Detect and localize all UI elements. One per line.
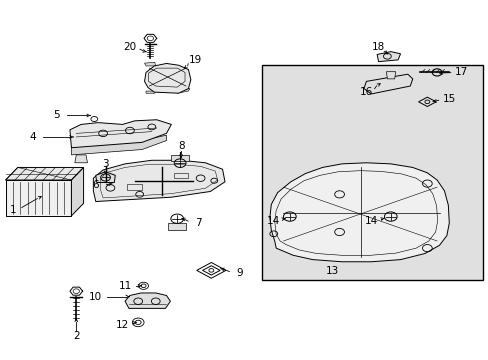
Text: 16: 16 <box>359 87 372 97</box>
Text: 20: 20 <box>123 42 136 52</box>
Text: 8: 8 <box>178 141 184 151</box>
Polygon shape <box>75 155 87 163</box>
Polygon shape <box>5 180 71 216</box>
Polygon shape <box>269 163 448 262</box>
Text: 19: 19 <box>189 55 202 65</box>
Polygon shape <box>144 62 156 66</box>
Polygon shape <box>93 160 224 202</box>
Text: 3: 3 <box>102 159 109 169</box>
Text: 2: 2 <box>73 331 80 341</box>
Polygon shape <box>71 167 83 216</box>
Polygon shape <box>177 89 189 93</box>
Polygon shape <box>146 91 156 93</box>
Text: 14: 14 <box>266 216 280 226</box>
Polygon shape <box>168 223 185 230</box>
Text: 18: 18 <box>371 42 385 52</box>
Text: 12: 12 <box>116 320 129 330</box>
Text: 1: 1 <box>10 206 16 216</box>
Polygon shape <box>125 293 170 309</box>
Text: 11: 11 <box>118 281 131 291</box>
Polygon shape <box>386 72 395 79</box>
Text: 15: 15 <box>442 94 455 104</box>
Text: 5: 5 <box>53 111 60 121</box>
Text: 10: 10 <box>89 292 102 302</box>
Polygon shape <box>70 120 171 148</box>
Text: 6: 6 <box>92 180 99 190</box>
Polygon shape <box>171 155 188 161</box>
Polygon shape <box>71 135 166 155</box>
Polygon shape <box>376 51 400 62</box>
Text: 17: 17 <box>454 67 467 77</box>
Text: 14: 14 <box>364 216 377 226</box>
Text: 9: 9 <box>236 268 243 278</box>
Text: 7: 7 <box>194 218 201 228</box>
Bar <box>261 65 483 280</box>
Text: 13: 13 <box>325 266 338 276</box>
Polygon shape <box>5 167 83 180</box>
Polygon shape <box>363 74 412 94</box>
Polygon shape <box>144 63 190 93</box>
Text: 4: 4 <box>29 132 36 142</box>
Polygon shape <box>96 172 115 183</box>
